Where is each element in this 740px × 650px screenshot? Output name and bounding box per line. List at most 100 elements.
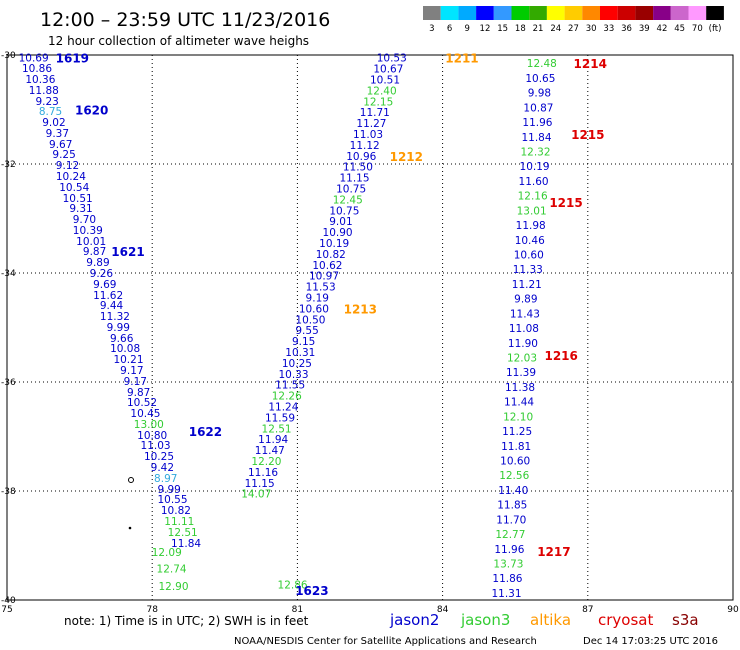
wave-height-value: 10.51 <box>370 75 400 87</box>
wave-height-value: 12.45 <box>333 194 363 206</box>
wave-height-value: 10.51 <box>63 193 93 205</box>
wave-height-value: 9.99 <box>107 322 130 334</box>
colorbar-swatch <box>440 6 459 20</box>
wave-height-value: 12.51 <box>168 527 198 539</box>
colorbar-label: 27 <box>568 24 579 34</box>
pass-number-label: 1215 <box>571 128 604 142</box>
wave-height-value: 10.87 <box>523 102 553 114</box>
axis-tick-labels: 75 78 81 84 87 90 -30 -32 -34 -36 -38 -40 <box>1 51 739 615</box>
colorbar-swatch <box>582 6 600 20</box>
wave-height-value: 11.50 <box>343 162 373 174</box>
wave-height-value: 10.82 <box>161 505 191 517</box>
wave-height-value: 9.89 <box>86 257 109 269</box>
x-tick-label: 90 <box>727 605 739 615</box>
pass-labels: 1619 1620 1621 1622 1623 1211 1212 1213 1214 1215… <box>56 52 607 598</box>
wave-height-value: 10.90 <box>323 227 353 239</box>
colorbar-swatch <box>493 6 512 20</box>
wave-height-value: 11.32 <box>100 311 130 323</box>
wave-height-value: 10.82 <box>316 249 346 261</box>
wave-height-value: 12.40 <box>367 85 397 97</box>
wave-height-value: 12.26 <box>272 391 302 403</box>
pass-number-label: 1619 <box>56 52 89 66</box>
wave-height-value: 10.19 <box>319 238 349 250</box>
wave-height-value: 11.33 <box>513 264 543 276</box>
y-tick-label: -38 <box>1 487 16 497</box>
pass-number-label: 1214 <box>574 57 607 71</box>
wave-height-value: 9.31 <box>69 203 92 215</box>
wave-height-value: 12.51 <box>262 423 292 435</box>
wave-height-value: 10.25 <box>144 451 174 463</box>
wave-height-value: 9.70 <box>73 214 96 226</box>
wave-height-value: 9.98 <box>528 88 551 100</box>
wave-height-value: 10.62 <box>312 260 342 272</box>
wave-height-value: 9.42 <box>151 462 174 474</box>
wave-height-value: 9.23 <box>35 96 58 108</box>
colorbar-label: 36 <box>621 24 632 34</box>
wave-height-value: 12.03 <box>507 352 537 364</box>
satellite-legend: jason2 jason3 altika cryosat s3a <box>389 611 699 629</box>
wave-height-value: 11.81 <box>501 441 531 453</box>
y-tick-label: -32 <box>1 160 16 170</box>
legend-cryosat: cryosat <box>598 611 653 629</box>
wave-height-value: 9.66 <box>110 333 134 345</box>
wave-height-value: 11.40 <box>498 485 528 497</box>
wave-height-value: 11.25 <box>502 426 532 438</box>
pass-number-label: 1211 <box>445 52 478 66</box>
x-tick-label: 75 <box>1 605 12 615</box>
wave-height-value: 12.86 <box>278 580 308 592</box>
wave-height-value: 9.69 <box>93 279 116 291</box>
legend-jason2: jason2 <box>389 611 439 629</box>
wave-height-value: 9.89 <box>514 294 537 306</box>
wave-height-value: 11.55 <box>275 380 305 392</box>
colorbar-label: 3 <box>429 24 434 34</box>
wave-height-value: 12.32 <box>520 146 550 158</box>
wave-height-value: 11.84 <box>171 538 201 550</box>
wave-height-value: 11.43 <box>510 308 540 320</box>
wave-height-value: 14.07 <box>241 489 271 501</box>
colorbar-swatch <box>564 6 583 20</box>
wave-height-value: 10.50 <box>295 314 325 326</box>
wave-height-value: 9.99 <box>157 484 180 496</box>
colorbar-label: 21 <box>533 24 544 34</box>
wave-height-value: 12.77 <box>495 529 525 541</box>
colorbar-swatch <box>635 6 654 20</box>
wave-height-value: 10.80 <box>137 430 167 442</box>
wave-height-value: 10.75 <box>336 184 366 196</box>
wave-height-value: 10.39 <box>73 225 103 237</box>
wave-height-value: 11.11 <box>164 516 194 528</box>
wave-height-value: 10.54 <box>59 182 89 194</box>
colorbar-label: 9 <box>465 24 470 34</box>
wave-height-value: 12.16 <box>518 191 548 203</box>
colorbar-swatch <box>458 6 477 20</box>
wave-height-value: 12.56 <box>499 470 529 482</box>
wave-height-value: 10.75 <box>329 205 359 217</box>
wave-height-value: 10.33 <box>278 369 308 381</box>
wave-height-value: 12.48 <box>527 58 557 70</box>
wave-height-value: 11.60 <box>519 176 549 188</box>
wave-height-value: 11.96 <box>494 544 524 556</box>
wave-height-value: 10.01 <box>76 236 106 248</box>
colorbar-swatch <box>706 6 724 20</box>
wave-height-value: 12.15 <box>363 96 393 108</box>
page-subtitle: 12 hour collection of altimeter wave hei… <box>48 34 309 48</box>
y-tick-label: -40 <box>1 596 16 606</box>
colorbar-label: 12 <box>480 24 491 34</box>
wave-height-value: 9.19 <box>306 293 329 305</box>
wave-height-value: 11.53 <box>306 282 336 294</box>
wave-height-value: 10.45 <box>130 408 160 420</box>
legend-altika: altika <box>530 611 571 629</box>
x-tick-label: 78 <box>146 605 158 615</box>
wave-height-value: 9.44 <box>100 300 124 312</box>
wave-height-value: 11.85 <box>497 500 527 512</box>
wave-height-value: 10.69 <box>19 53 49 65</box>
colorbar-swatch <box>688 6 707 20</box>
legend-s3a: s3a <box>672 611 699 629</box>
wave-height-value: 11.47 <box>255 445 285 457</box>
wave-height-value: 10.96 <box>346 151 376 163</box>
wave-height-value: 11.39 <box>506 367 536 379</box>
wave-height-value: 9.12 <box>56 160 79 172</box>
wave-height-value: 11.90 <box>508 338 538 350</box>
wave-height-value: 11.03 <box>141 440 171 452</box>
wave-height-value: 10.31 <box>285 347 315 359</box>
